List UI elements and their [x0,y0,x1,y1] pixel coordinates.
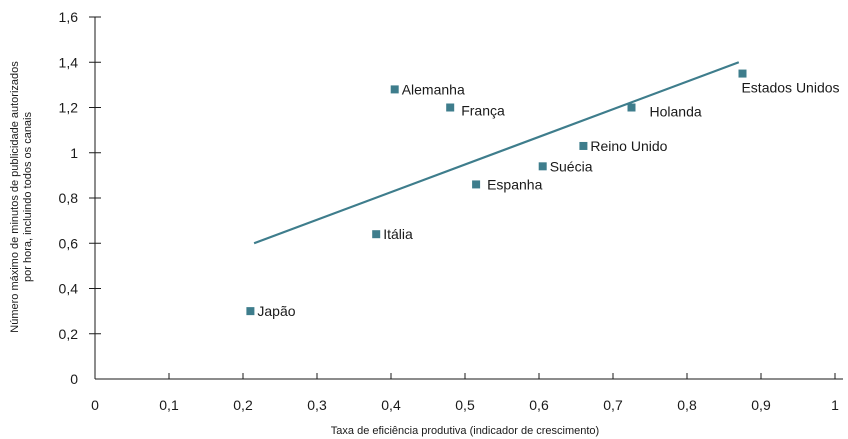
y-axis-title-line-1: Número máximo de minutos de publicidade … [9,61,21,333]
data-point-marker [446,103,455,112]
data-point: Reino Unido [579,138,668,154]
data-point-label: Itália [383,226,413,242]
data-point-label: Japão [257,303,295,319]
data-point-marker [627,103,636,112]
x-tick-label: 0,9 [751,397,771,413]
data-points: Japão Itália Alemanha França Espanha Suécia Re… [246,69,840,319]
data-point-label: Reino Unido [590,138,667,154]
x-tick-label: 0,3 [307,397,327,413]
data-point: Itália [372,226,413,242]
data-point-marker [738,69,747,78]
data-point-marker [472,180,481,189]
data-point: Espanha [472,176,543,192]
data-point: Suécia [538,158,593,174]
x-tick-label: 0,4 [381,397,401,413]
y-tick-label: 0,6 [59,235,79,251]
y-tick-label: 1,4 [59,54,79,70]
data-point: Estados Unidos [738,69,840,96]
data-point-label: Suécia [550,158,593,174]
data-point: Alemanha [390,81,465,97]
y-tick-label: 0,8 [59,190,79,206]
trend-line-group [253,61,740,245]
x-tick-label: 0,1 [159,397,179,413]
x-tick-label: 0,6 [529,397,549,413]
y-axis-title: Número máximo de minutos de publicidade … [9,61,34,333]
axes [94,17,843,380]
x-tick-label: 0 [91,397,99,413]
data-point-marker [246,307,255,316]
data-point-label: Holanda [650,104,702,120]
x-axis-title: Taxa de eficiência produtiva (indicador … [331,425,599,437]
x-tick-label: 0,2 [233,397,253,413]
data-point-label: Alemanha [402,81,465,97]
y-ticks: 0 0,2 0,4 0,6 0,8 1 1,2 1,4 1,6 [59,9,101,387]
x-tick-label: 0,5 [455,397,475,413]
data-point-marker [372,230,381,239]
data-point-marker [390,85,399,94]
data-point: França [446,103,505,119]
data-point-label: Estados Unidos [741,80,839,96]
x-tick-label: 0,8 [677,397,697,413]
y-tick-label: 1,6 [59,9,79,25]
data-point: Holanda [627,103,702,120]
y-tick-label: 1 [70,145,78,161]
data-point-marker [538,162,547,171]
y-tick-label: 1,2 [59,100,79,116]
y-tick-label: 0,2 [59,326,79,342]
data-point-label: França [461,103,505,119]
data-point: Japão [246,303,296,319]
y-tick-label: 0,4 [59,281,79,297]
y-tick-label: 0 [70,371,78,387]
y-axis-title-line-2: por hora, incluindo todos os canais [22,112,34,282]
trend-line [253,61,740,245]
x-tick-label: 0,7 [603,397,623,413]
x-ticks: 0 0,1 0,2 0,3 0,4 0,5 0,6 0,7 0,8 0,9 1 [91,373,839,413]
data-point-marker [579,141,588,150]
data-point-label: Espanha [487,176,542,192]
x-tick-label: 1 [831,397,839,413]
